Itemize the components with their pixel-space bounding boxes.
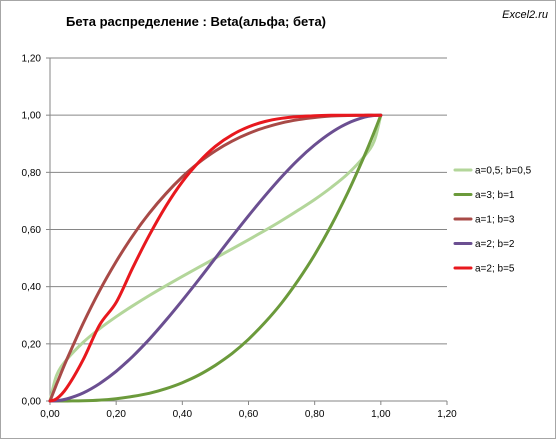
watermark: Excel2.ru: [502, 9, 548, 21]
series-line-5: [48, 113, 383, 403]
y-tick-label: 0,80: [22, 168, 42, 179]
legend-label: a=2; b=2: [475, 239, 515, 250]
x-tick-label: 1,20: [437, 409, 457, 420]
x-tick-label: 0,60: [239, 409, 259, 420]
y-tick-label: 0,00: [22, 397, 42, 408]
x-tick-label: 0,80: [305, 409, 325, 420]
y-tick-label: 1,00: [22, 111, 42, 122]
legend-label: a=0,5; b=0,5: [475, 166, 532, 177]
legend-label: a=2; b=5: [475, 264, 515, 275]
y-tick-label: 0,20: [22, 339, 42, 350]
x-tick-label: 0,00: [40, 409, 60, 420]
series-line-2: [48, 113, 383, 403]
legend-label: a=3; b=1: [475, 190, 515, 201]
y-tick-label: 0,40: [22, 282, 42, 293]
chart-title: Бета распределение : Beta(альфа; бета): [66, 14, 327, 29]
legend-label: a=1; b=3: [475, 215, 515, 226]
y-tick-label: 1,20: [22, 54, 42, 65]
x-tick-label: 1,00: [371, 409, 391, 420]
y-tick-label: 0,60: [22, 225, 42, 236]
x-tick-label: 0,40: [173, 409, 193, 420]
series-line-4: [48, 113, 383, 403]
x-tick-label: 0,20: [106, 409, 126, 420]
